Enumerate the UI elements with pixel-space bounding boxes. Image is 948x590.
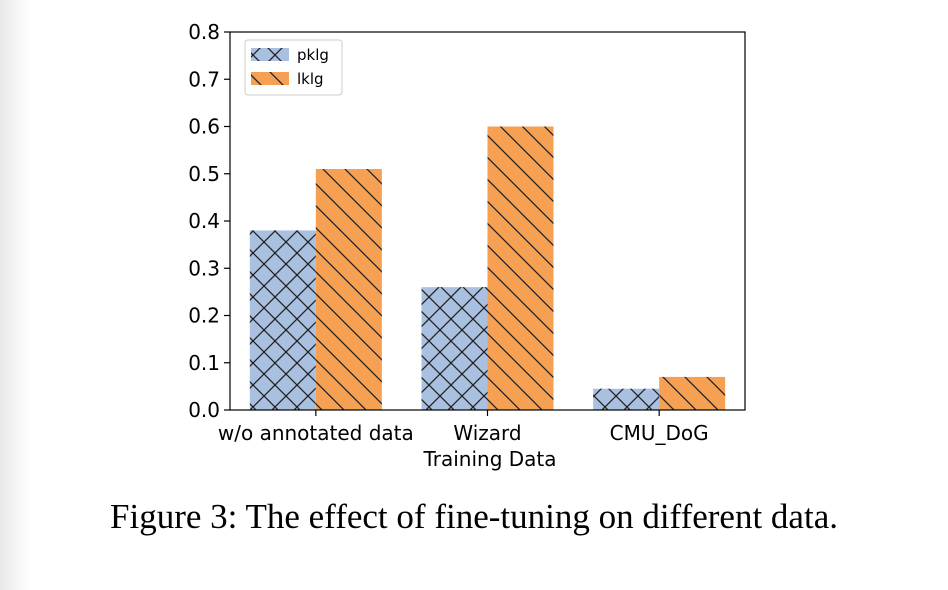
- x-axis: w/o annotated data Wizard CMU_DoG: [218, 410, 709, 445]
- bar-hatch-lklg: [659, 376, 726, 410]
- y-tick-label: 0.5: [188, 162, 220, 186]
- figure-caption: Figure 3: The effect of fine-tuning on d…: [110, 497, 838, 536]
- y-tick-label: 0.1: [188, 351, 220, 375]
- x-tick-label: CMU_DoG: [610, 421, 709, 445]
- y-tick-label: 0.8: [188, 20, 220, 44]
- legend: pklg lklg: [244, 39, 343, 96]
- y-tick-label: 0.3: [188, 256, 220, 280]
- bar-chart: 0.0 0.1 0.2 0.3 0.4 0.5 0.6 0.7 0.8 w/o annotate…: [188, 20, 746, 471]
- bar-hatch-pklg: [593, 388, 660, 410]
- y-tick-label: 0.7: [188, 67, 220, 91]
- y-tick-label: 0.4: [188, 209, 220, 233]
- bar-hatch-pklg: [249, 230, 316, 410]
- bar-hatch-lklg: [487, 126, 554, 410]
- legend-label-lklg: lklg: [297, 70, 324, 88]
- bars: [249, 126, 726, 410]
- y-tick-label: 0.0: [188, 398, 220, 422]
- x-axis-label: Training Data: [422, 447, 556, 471]
- y-axis: 0.0 0.1 0.2 0.3 0.4 0.5 0.6 0.7 0.8: [188, 20, 230, 422]
- legend-swatch-hatch-lklg: [251, 72, 289, 85]
- bar-hatch-lklg: [315, 169, 382, 410]
- x-tick-label: w/o annotated data: [218, 421, 414, 445]
- y-tick-label: 0.6: [188, 115, 220, 139]
- y-tick-label: 0.2: [188, 304, 220, 328]
- page-edge-shadow: [0, 0, 30, 590]
- legend-label-pklg: pklg: [297, 46, 329, 64]
- x-tick-label: Wizard: [453, 421, 521, 445]
- legend-swatch-hatch-pklg: [251, 48, 289, 61]
- bar-hatch-pklg: [421, 287, 488, 410]
- plot-frame: [229, 31, 746, 411]
